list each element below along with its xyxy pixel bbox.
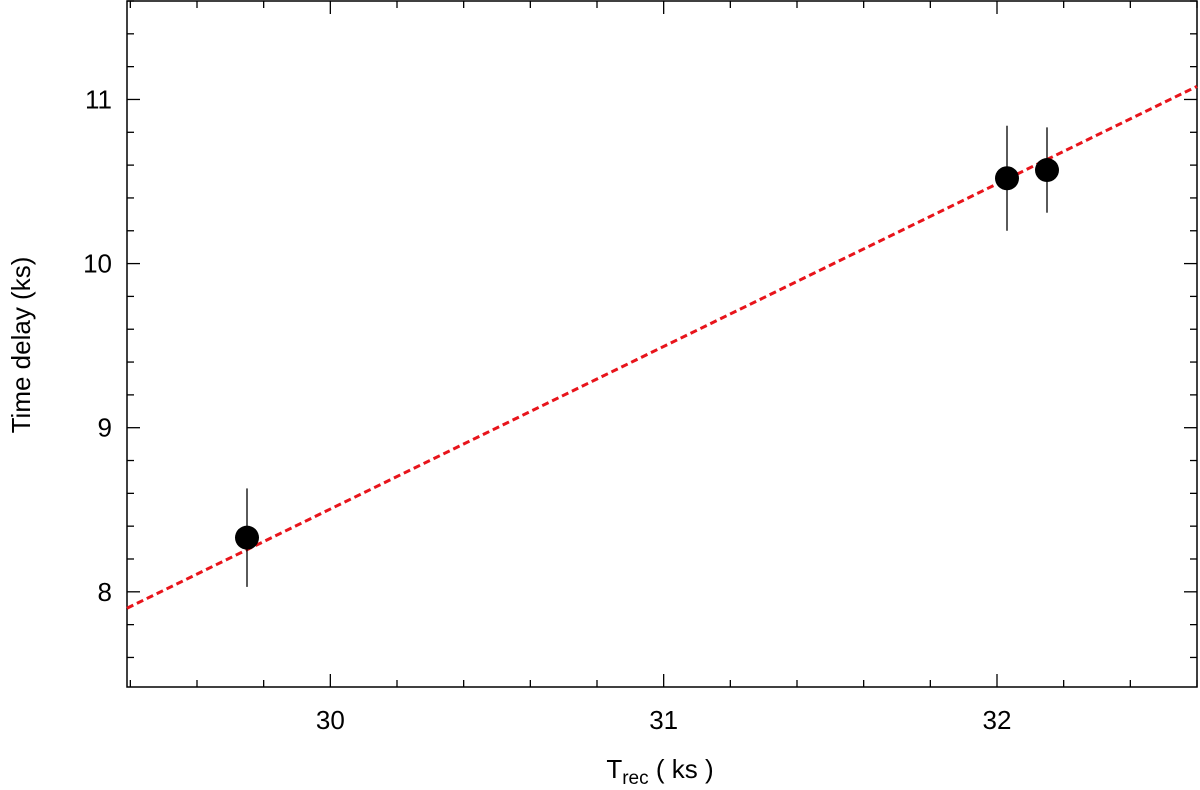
fit-line (126, 84, 1198, 610)
y-tick-label: 10 (83, 249, 112, 279)
y-tick-label: 8 (98, 577, 112, 607)
data-point (235, 525, 259, 550)
y-tick-label: 9 (98, 413, 112, 443)
data-point (995, 166, 1019, 191)
y-tick-label: 11 (85, 84, 112, 114)
x-label-main: T (606, 754, 622, 784)
x-tick-label: 32 (983, 705, 1012, 735)
x-axis-label: Trec ( ks ) (606, 754, 713, 789)
y-axis-label: Time delay (ks) (6, 257, 36, 434)
x-tick-label: 31 (649, 705, 678, 735)
plot-frame (126, 0, 1198, 688)
x-tick-label: 30 (316, 705, 345, 735)
x-label-sub: rec (622, 768, 648, 789)
data-point (1035, 158, 1059, 183)
x-label-tail: ( ks ) (649, 754, 714, 784)
